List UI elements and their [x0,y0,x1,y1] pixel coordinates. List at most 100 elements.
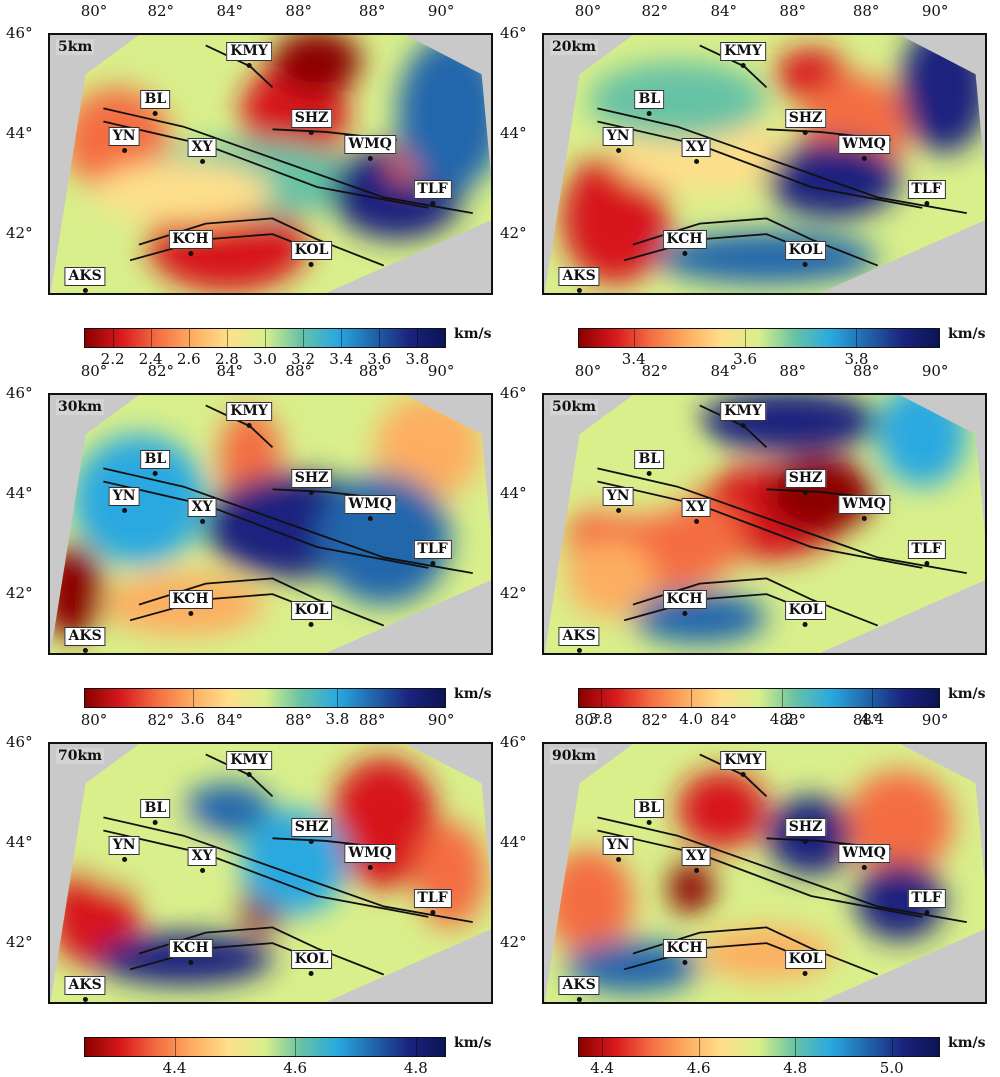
colorbar [84,328,446,348]
colorbar-tick-mark [795,1037,797,1057]
colorbar-unit-label: km/s [948,326,986,342]
colorbar [578,1037,940,1057]
station-marker: XY [187,845,217,873]
station-dot [803,261,809,267]
station-dot [740,772,746,778]
station-dot [121,508,127,514]
latitude-tick-label: 44° [6,832,33,851]
velocity-anomaly-group [544,35,985,293]
station-dot [152,111,158,117]
colorbar [578,328,940,348]
longitude-tick-label: 84° [216,711,244,729]
depth-label: 50km [550,399,598,415]
station-label: WMQ [838,495,890,515]
station-dot [861,865,867,871]
station-label: TLF [413,540,452,560]
colorbar-tick-mark [415,1037,417,1057]
station-marker: YN [108,125,140,154]
station-label: YN [602,836,634,856]
velocity-anomaly [677,770,767,849]
longitude-tick-label: 88° [358,2,386,20]
longitude-tick-label: 88° [285,2,313,20]
latitude-tick-label: 44° [500,832,527,851]
station-marker: AKS [558,625,600,653]
station-marker: XY [681,136,711,164]
station-label: KCH [168,230,213,250]
fault-line [103,107,473,215]
station-label: KOL [784,949,827,969]
station-marker: TLF [907,887,946,916]
velocity-field-svg [50,395,491,653]
velocity-anomaly [766,139,900,219]
colorbar-tick-label: 4.4 [590,1059,615,1077]
colorbar-tick-label: 2.8 [214,350,239,368]
station-marker: KCH [168,588,213,617]
latitude-tick-label: 46° [6,733,33,751]
colorbar-tick-mark [192,688,194,708]
station-dot [803,129,809,135]
longitude-tick-label: 88° [358,362,386,380]
station-dot [309,838,315,844]
colorbar-tick-mark [337,688,339,708]
colorbar [84,688,446,708]
station-label: KOL [290,949,333,969]
station-marker: TLF [907,178,946,207]
longitude-tick-label: 88° [779,362,807,380]
latitude-tick-label: 46° [500,733,527,751]
station-label: XY [681,846,711,866]
tomography-map: 5km KMY BL SHZ YN XY WMQ TLF KCH KOL AKS [48,33,493,295]
fault-line [597,107,967,215]
colorbar-tick-mark [295,1037,297,1057]
station-marker: TLF [413,887,452,916]
station-marker: TLF [413,538,452,567]
station-label: AKS [64,627,106,647]
station-label: KCH [168,590,213,610]
station-dot [82,997,88,1002]
colorbar-tick-mark [781,688,783,708]
station-marker: WMQ [838,842,890,871]
station-dot [152,820,158,826]
colorbar-tick-label: 4.6 [686,1059,711,1077]
station-label: BL [140,799,171,819]
colorbar-tick-label: 4.0 [679,710,704,728]
station-label: BL [140,90,171,110]
colorbar-tick-label: 4.8 [403,1059,428,1077]
colorbar-tick-label: 4.8 [783,1059,808,1077]
velocity-anomaly-group [50,744,491,1002]
longitude-tick-label: 82° [641,2,669,20]
longitude-tick-label: 82° [147,362,175,380]
colorbar-tick-label: 2.6 [176,350,201,368]
station-label: BL [634,90,665,110]
station-dot [693,867,699,873]
station-dot [199,518,205,524]
station-dot [188,960,194,966]
station-marker: WMQ [838,493,890,522]
latitude-tick-label: 44° [500,483,527,502]
station-marker: YN [602,485,634,514]
station-dot [309,970,315,976]
velocity-anomaly-group [50,35,491,293]
station-marker: SHZ [784,816,827,844]
station-dot [82,648,88,653]
station-marker: YN [602,834,634,863]
colorbar-tick-mark [188,328,190,348]
colorbar-tick-mark [150,328,152,348]
station-dot [367,516,373,522]
station-marker: XY [187,136,217,164]
longitude-tick-label: 90° [427,2,455,20]
station-marker: SHZ [784,107,827,135]
station-marker: KMY [720,40,766,69]
latitude-tick-label: 42° [500,224,527,243]
depth-label: 20km [550,39,598,55]
station-marker: SHZ [290,816,333,844]
velocity-field-svg [50,744,491,1002]
station-dot [615,148,621,154]
velocity-anomaly [566,434,700,513]
colorbar-tick-label: 4.4 [162,1059,187,1077]
station-label: XY [187,137,217,157]
station-marker: KMY [226,40,272,69]
station-label: KCH [662,590,707,610]
station-marker: XY [681,845,711,873]
velocity-anomaly [668,861,714,915]
longitude-tick-label: 84° [216,362,244,380]
